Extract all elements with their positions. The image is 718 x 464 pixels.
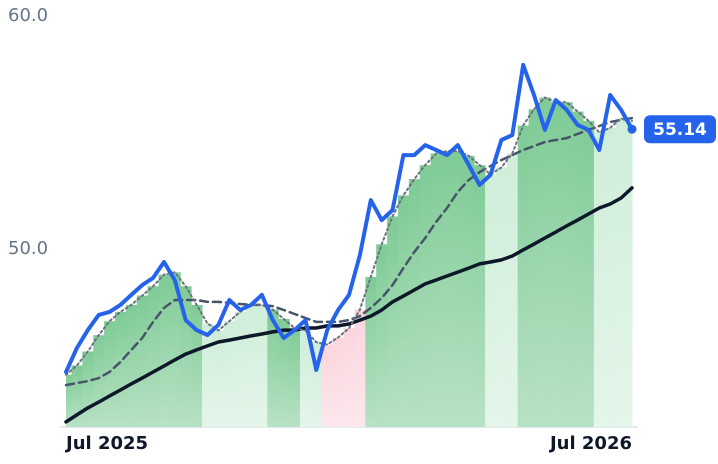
- band-shade: [495, 167, 508, 428]
- band-shade: [419, 165, 432, 427]
- band-shade: [572, 111, 584, 427]
- value-label: 55.14: [653, 120, 707, 140]
- band-shade: [234, 311, 247, 427]
- band-shade: [332, 337, 345, 427]
- band-shade: [408, 179, 421, 427]
- band-shade: [104, 321, 116, 427]
- band-shade: [310, 342, 323, 427]
- band-shade: [485, 174, 497, 427]
- band-shade: [321, 344, 334, 427]
- band-shade: [365, 276, 377, 427]
- band-shade: [452, 151, 464, 427]
- band-shade: [114, 311, 127, 427]
- band-shade: [245, 304, 257, 427]
- band-shade: [387, 216, 399, 427]
- band-shade: [354, 309, 366, 427]
- band-shade: [256, 304, 268, 427]
- band-shade: [300, 330, 312, 427]
- band-shade: [223, 321, 236, 427]
- band-shade: [147, 286, 160, 427]
- band-shade: [180, 286, 192, 427]
- band-shade: [397, 195, 410, 427]
- band-shade: [463, 155, 475, 428]
- band-shade: [583, 120, 595, 428]
- band-shade: [93, 335, 105, 427]
- line-dashed: [64, 116, 634, 387]
- band-shade: [169, 272, 181, 427]
- band-shade: [289, 328, 301, 427]
- band-shade: [506, 153, 519, 427]
- band-shade: [71, 365, 83, 427]
- band-shade: [212, 330, 225, 427]
- y-tick-label: 60.0: [8, 5, 48, 26]
- band-shade: [343, 328, 355, 427]
- value-badge: [644, 115, 716, 144]
- band-shade: [430, 153, 443, 427]
- band-shade: [517, 125, 530, 427]
- band-shade: [158, 274, 170, 427]
- band-shade: [136, 295, 149, 427]
- x-tick-label: Jul 2026: [548, 433, 632, 454]
- line-solid: [64, 186, 634, 424]
- band-shade: [550, 102, 562, 427]
- band-shade: [441, 151, 453, 427]
- band-shade: [593, 132, 606, 428]
- band-shade: [125, 304, 138, 427]
- band-shade: [278, 318, 290, 427]
- band-shade: [561, 102, 573, 427]
- band-shade: [191, 304, 203, 427]
- band-shade: [202, 323, 214, 427]
- band-shade: [82, 351, 94, 427]
- band-shade: [528, 109, 540, 428]
- band-shade: [267, 309, 279, 427]
- y-tick-label: 50.0: [8, 238, 48, 259]
- band-shade: [604, 127, 617, 427]
- x-tick-label: Jul 2025: [64, 433, 148, 454]
- band-shade: [615, 118, 628, 428]
- last-point: [627, 124, 637, 134]
- line-solid: [64, 62, 634, 374]
- band-shade: [626, 120, 633, 428]
- band-shade: [376, 244, 388, 427]
- band-shade: [66, 374, 72, 427]
- band-shade: [474, 165, 486, 427]
- band-shade: [539, 97, 551, 428]
